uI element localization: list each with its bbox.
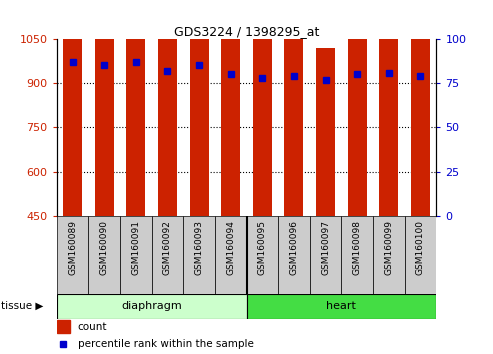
Bar — [253, 29, 272, 216]
Text: GSM160098: GSM160098 — [352, 220, 362, 275]
Bar — [183, 216, 215, 294]
Bar — [152, 216, 183, 294]
Text: percentile rank within the sample: percentile rank within the sample — [77, 339, 253, 349]
Text: GSM160091: GSM160091 — [131, 220, 141, 275]
Bar — [246, 294, 436, 319]
Bar — [95, 0, 113, 216]
Text: GSM160094: GSM160094 — [226, 220, 235, 275]
Text: GSM160090: GSM160090 — [100, 220, 108, 275]
Bar — [278, 216, 310, 294]
Text: GSM160097: GSM160097 — [321, 220, 330, 275]
Text: GSM160099: GSM160099 — [385, 220, 393, 275]
Text: GSM160093: GSM160093 — [195, 220, 204, 275]
Bar — [63, 0, 82, 216]
Text: tissue ▶: tissue ▶ — [1, 301, 43, 311]
Text: count: count — [77, 321, 107, 332]
Text: GSM160089: GSM160089 — [68, 220, 77, 275]
Bar — [120, 216, 152, 294]
Bar — [57, 216, 88, 294]
Bar — [316, 48, 335, 216]
Bar — [88, 216, 120, 294]
Bar — [57, 320, 70, 333]
Bar — [189, 0, 209, 216]
Text: diaphragm: diaphragm — [121, 301, 182, 311]
Bar — [284, 32, 304, 216]
Bar — [57, 294, 246, 319]
Bar — [126, 0, 145, 216]
Text: GSM160096: GSM160096 — [289, 220, 298, 275]
Bar — [380, 6, 398, 216]
Bar — [215, 216, 246, 294]
Bar — [310, 216, 341, 294]
Title: GDS3224 / 1398295_at: GDS3224 / 1398295_at — [174, 25, 319, 38]
Bar — [373, 216, 405, 294]
Text: GSM160100: GSM160100 — [416, 220, 425, 275]
Text: heart: heart — [326, 301, 356, 311]
Text: GSM160095: GSM160095 — [258, 220, 267, 275]
Bar — [158, 0, 177, 216]
Bar — [221, 0, 240, 216]
Bar — [348, 20, 367, 216]
Bar — [246, 216, 278, 294]
Bar — [405, 216, 436, 294]
Bar — [341, 216, 373, 294]
Text: GSM160092: GSM160092 — [163, 220, 172, 275]
Bar — [411, 39, 430, 216]
